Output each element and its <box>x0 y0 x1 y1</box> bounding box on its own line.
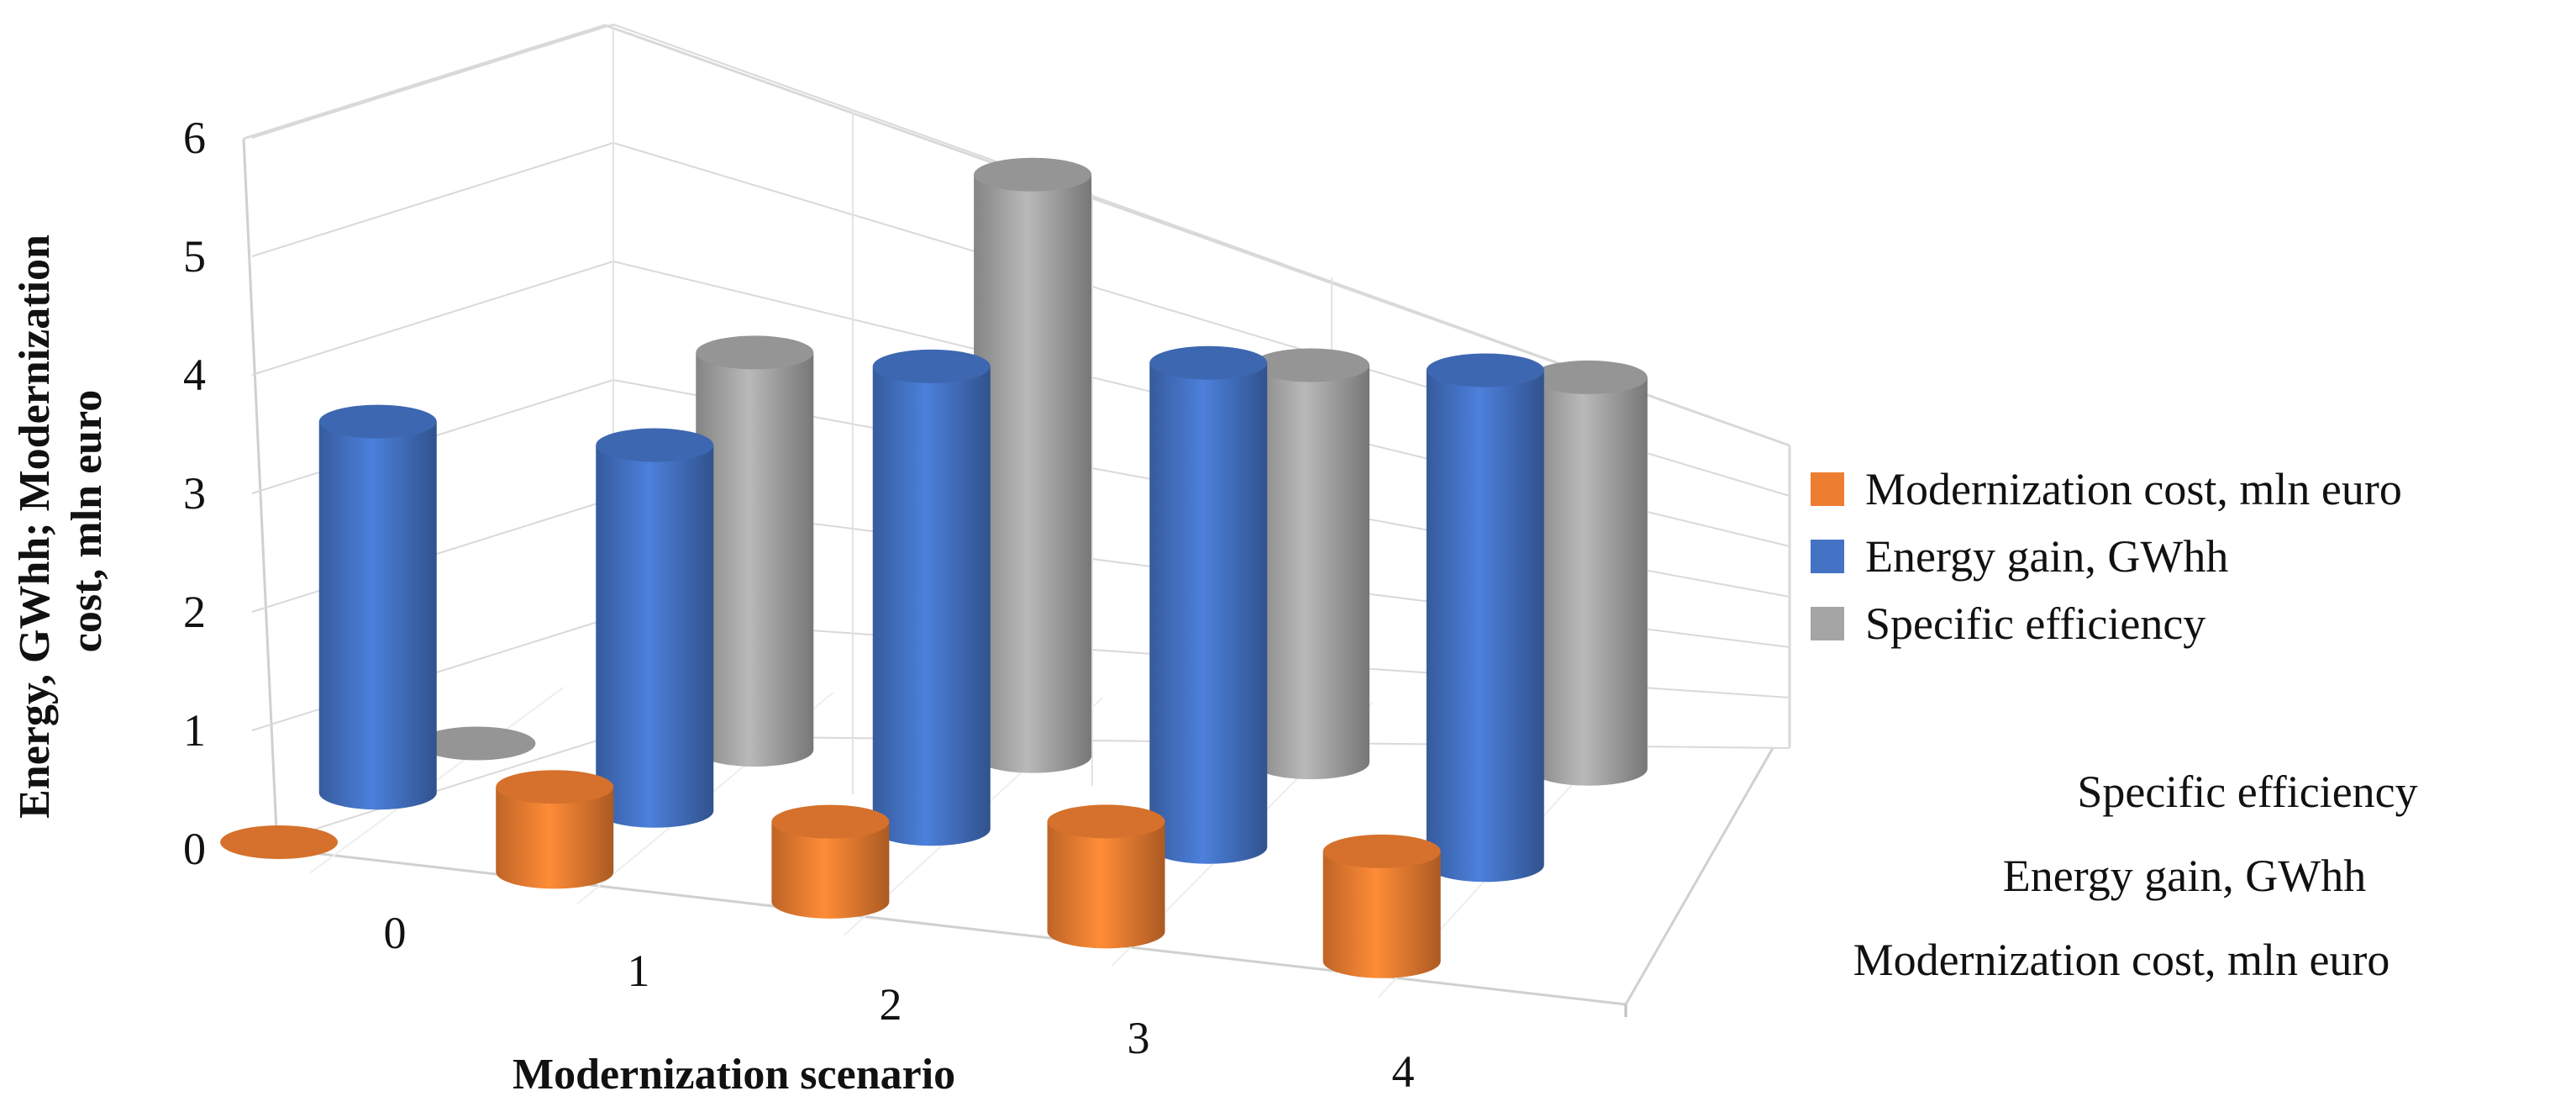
bar-specific-efficiency-4 <box>1529 360 1648 786</box>
y-tick-label: 3 <box>183 468 206 519</box>
bar-body <box>974 174 1092 773</box>
x-tick-label: 3 <box>1128 1013 1150 1063</box>
bar-specific-efficiency-1 <box>696 335 814 767</box>
bar-body <box>696 352 814 767</box>
x-tick-label: 4 <box>1392 1046 1415 1097</box>
bar-body <box>496 787 614 889</box>
bar-modernization-cost-mln-euro-1 <box>496 770 614 889</box>
bar-modernization-cost-mln-euro-0 <box>220 825 339 859</box>
bar-top <box>596 428 714 462</box>
bar-top <box>318 404 437 439</box>
bar-body <box>1426 370 1544 883</box>
legend-label: Modernization cost, mln euro <box>1865 464 2402 514</box>
bar-body <box>1251 365 1369 780</box>
bar-specific-efficiency-0 <box>418 726 536 761</box>
bar-body <box>318 421 437 810</box>
bar-body <box>596 445 714 828</box>
bar-energy-gain-gwhh-4 <box>1426 353 1544 883</box>
y-tick-label: 1 <box>183 705 206 756</box>
legend-swatch <box>1811 472 1844 506</box>
bar-top <box>872 349 991 383</box>
legend-item: Energy gain, GWhh <box>1811 531 2228 582</box>
x-axis-title: Modernization scenario <box>513 1051 955 1099</box>
bar-top <box>220 825 339 859</box>
bar-top <box>771 804 890 839</box>
bar-top <box>974 157 1092 192</box>
bar-energy-gain-gwhh-3 <box>1149 345 1268 864</box>
y-tick-label: 5 <box>183 231 206 282</box>
bar-top <box>1529 360 1648 394</box>
bar-energy-gain-gwhh-1 <box>596 428 714 828</box>
legend-item: Modernization cost, mln euro <box>1811 464 2402 514</box>
bar-top <box>696 335 814 370</box>
depth-tick-label: Modernization cost, mln euro <box>1853 935 2390 985</box>
x-tick-label: 0 <box>384 908 407 958</box>
y-tick-label: 0 <box>183 824 206 874</box>
bar-top <box>1426 353 1544 387</box>
bar-energy-gain-gwhh-2 <box>872 349 991 846</box>
depth-axis-labels: Specific efficiency Energy gain, GWhh Mode… <box>1853 767 2418 985</box>
chart-legend: Modernization cost, mln euro Energy gain,… <box>1811 464 2402 649</box>
bar-top <box>1047 804 1165 839</box>
y-tick-label: 4 <box>183 350 206 400</box>
y-axis-title: Energy, GWhh; Modernization cost, mln eu… <box>11 224 111 819</box>
bar-top <box>496 770 614 804</box>
bar-top <box>1251 348 1369 382</box>
bar-body <box>872 366 991 846</box>
bar-top <box>418 726 536 761</box>
bar-body <box>1529 377 1648 786</box>
depth-tick-label: Specific efficiency <box>2077 767 2417 817</box>
bar-body <box>1149 362 1268 864</box>
bar-specific-efficiency-2 <box>974 157 1092 773</box>
bar-specific-efficiency-3 <box>1251 348 1369 780</box>
bar-modernization-cost-mln-euro-2 <box>771 804 890 919</box>
x-tick-label: 1 <box>628 946 650 996</box>
bar-top <box>1149 345 1268 380</box>
x-axis-categories: 0 1 2 3 4 <box>384 908 1415 1097</box>
bar-body <box>1047 821 1165 949</box>
bar-body <box>771 821 890 919</box>
depth-tick-label: Energy gain, GWhh <box>2003 851 2366 901</box>
bar-modernization-cost-mln-euro-3 <box>1047 804 1165 949</box>
legend-swatch <box>1811 540 1844 573</box>
bar-modernization-cost-mln-euro-4 <box>1322 834 1441 978</box>
bar-top <box>1322 834 1441 868</box>
y-tick-label: 6 <box>183 113 206 163</box>
legend-label: Energy gain, GWhh <box>1865 531 2228 582</box>
y-tick-label: 2 <box>183 587 206 637</box>
bar-energy-gain-gwhh-0 <box>318 404 437 810</box>
legend-label: Specific efficiency <box>1865 598 2205 649</box>
legend-item: Specific efficiency <box>1811 598 2205 649</box>
chart-bars <box>220 157 1648 978</box>
bar-body <box>1322 851 1441 978</box>
y-axis-ticks: 0 1 2 3 4 5 6 <box>183 113 206 874</box>
x-tick-label: 2 <box>880 979 902 1030</box>
legend-swatch <box>1811 607 1844 640</box>
